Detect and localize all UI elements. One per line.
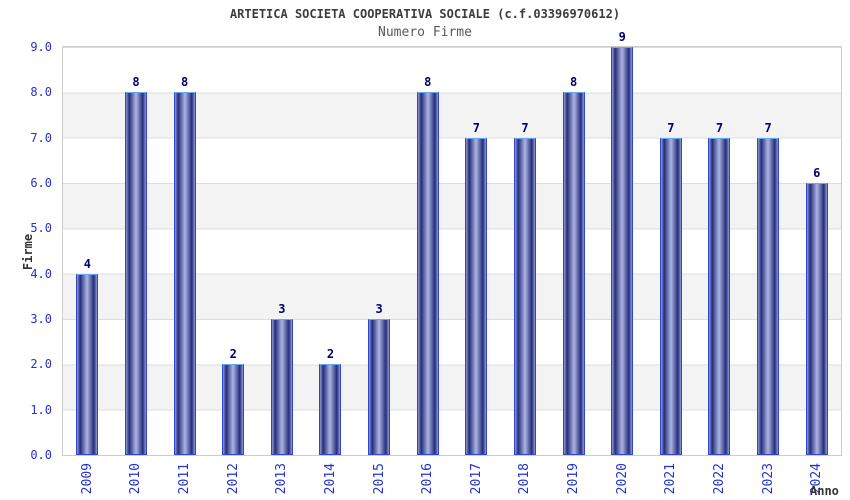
x-tick-label: 2018 xyxy=(517,463,533,495)
x-tick-label: 2015 xyxy=(371,463,387,495)
bar xyxy=(368,319,391,455)
bar-value-label: 8 xyxy=(132,75,140,90)
bar xyxy=(562,92,585,455)
bar-slot: 8 xyxy=(112,47,161,455)
bar-value-label: 7 xyxy=(521,120,529,135)
bar-slot: 7 xyxy=(501,47,550,455)
x-tick-label: 2011 xyxy=(177,463,193,495)
bar-value-label: 4 xyxy=(83,256,91,271)
bar-slot: 3 xyxy=(258,47,307,455)
bar-slot: 8 xyxy=(549,47,598,455)
y-tick-label: 5.0 xyxy=(30,221,52,236)
bar xyxy=(611,47,634,455)
bar-slot: 3 xyxy=(355,47,404,455)
x-tick-label: 2020 xyxy=(614,463,630,495)
x-tick-slot: 2014 xyxy=(306,463,355,500)
bar xyxy=(124,92,147,455)
x-tick-slot: 2009 xyxy=(63,463,112,500)
x-tick-label: 2021 xyxy=(663,463,679,495)
chart-title: ARTETICA SOCIETA COOPERATIVA SOCIALE (c.… xyxy=(229,7,621,21)
chart-subtitle: Numero Firme xyxy=(378,25,472,40)
bar xyxy=(416,92,439,455)
bar xyxy=(76,273,99,455)
bar xyxy=(708,137,731,455)
bar-value-label: 7 xyxy=(715,120,724,135)
y-tick-label: 0.0 xyxy=(30,448,52,462)
x-tick-label: 2022 xyxy=(711,463,727,495)
bar-value-label: 8 xyxy=(424,75,432,90)
bar-slot: 7 xyxy=(744,47,793,455)
bar-slot: 7 xyxy=(647,47,696,455)
bar xyxy=(513,137,536,455)
bar-slot: 7 xyxy=(452,47,501,455)
y-tick-label: 9.0 xyxy=(30,40,52,54)
bar-value-label: 8 xyxy=(180,75,189,90)
x-tick-slot: 2020 xyxy=(598,463,647,500)
x-tick-slot: 2018 xyxy=(501,463,550,500)
x-tick-slot: 2017 xyxy=(452,463,501,500)
bar-value-label: 7 xyxy=(764,120,772,135)
x-tick-label: 2019 xyxy=(566,463,582,495)
x-tick-label: 2012 xyxy=(225,463,241,495)
x-tick-slot: 2011 xyxy=(160,463,209,500)
x-tick-slot: 2016 xyxy=(403,463,452,500)
x-tick-label: 2023 xyxy=(760,463,776,495)
y-tick-label: 6.0 xyxy=(30,176,52,190)
x-tick-slot: 2021 xyxy=(647,463,696,500)
x-tick-label: 2017 xyxy=(468,463,484,495)
bar-slot: 6 xyxy=(792,47,841,455)
bar xyxy=(805,183,828,455)
y-tick-label: 7.0 xyxy=(30,130,52,145)
bar-value-label: 7 xyxy=(472,120,480,135)
bar-value-label: 3 xyxy=(278,302,286,316)
bar-slot: 2 xyxy=(306,47,355,455)
y-tick-label: 2.0 xyxy=(30,357,52,372)
bar-slot: 4 xyxy=(63,47,112,455)
x-axis-label: Anno xyxy=(810,484,839,498)
bar-value-label: 7 xyxy=(667,120,675,135)
bar-value-label: 6 xyxy=(813,166,821,180)
x-tick-label: 2009 xyxy=(79,463,95,495)
y-tick-label: 1.0 xyxy=(30,402,52,417)
x-tick-slot: 2023 xyxy=(744,463,793,500)
bar xyxy=(319,364,342,455)
bar-value-label: 2 xyxy=(229,347,237,362)
plot-area: 4 8 8 2 3 2 3 8 7 7 8 9 7 7 7 6 xyxy=(62,31,842,456)
x-tick-slot: 2012 xyxy=(209,463,258,500)
bar-value-label: 2 xyxy=(326,347,335,362)
y-tick-label: 8.0 xyxy=(30,85,52,100)
x-axis: 2009 2010 2011 2012 2013 2014 2015 2016 2017 2018… xyxy=(63,459,841,500)
bar xyxy=(222,364,245,455)
bar xyxy=(757,137,780,455)
x-tick-label: 2013 xyxy=(274,463,290,495)
bar-slot: 8 xyxy=(160,47,209,455)
y-tick-label: 3.0 xyxy=(30,312,52,326)
bar-value-label: 8 xyxy=(569,75,578,90)
bar xyxy=(173,92,196,455)
x-tick-label: 2016 xyxy=(420,463,436,495)
y-tick-label: 4.0 xyxy=(30,266,52,281)
bar-slot: 9 xyxy=(598,31,647,455)
x-tick-slot: 2010 xyxy=(112,463,161,500)
y-axis: 9.0 8.0 7.0 6.0 5.0 4.0 3.0 2.0 1.0 0.0 xyxy=(0,40,56,462)
bar xyxy=(659,137,682,455)
x-tick-slot: 2015 xyxy=(355,463,404,500)
x-tick-slot: 2022 xyxy=(695,463,744,500)
bar-value-label: 3 xyxy=(375,302,383,316)
x-tick-slot: 2019 xyxy=(549,463,598,500)
bar xyxy=(465,137,488,455)
bar-slot: 7 xyxy=(695,47,744,455)
x-tick-label: 2014 xyxy=(322,463,338,495)
bar-value-label: 9 xyxy=(618,30,626,44)
bar xyxy=(270,319,293,455)
x-tick-slot: 2013 xyxy=(258,463,307,500)
bar-slot: 2 xyxy=(209,47,258,455)
x-tick-label: 2010 xyxy=(128,463,144,495)
bar-slot: 8 xyxy=(403,47,452,455)
